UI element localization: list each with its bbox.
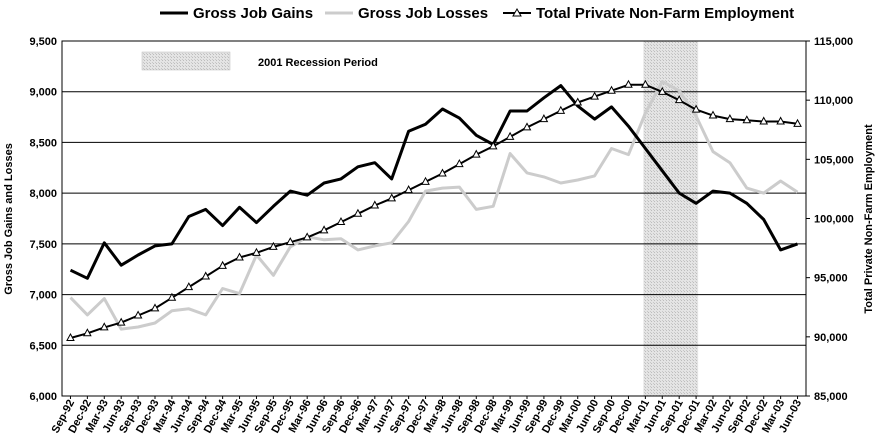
y-left-tick-label: 8,000	[29, 188, 57, 200]
y-left-tick-label: 6,000	[29, 391, 57, 403]
employment-point	[387, 193, 397, 202]
legend: Gross Job Gains Gross Job Losses Total P…	[160, 5, 794, 22]
employment-point	[421, 176, 430, 185]
employment-point	[235, 252, 244, 261]
employment-point	[742, 115, 752, 124]
employment-point	[708, 110, 718, 119]
employment-point	[83, 328, 92, 337]
employment-point	[353, 208, 363, 217]
employment-point	[674, 95, 684, 104]
series-line-gross-job-gains	[69, 84, 799, 280]
y-right-tick-label: 105,000	[814, 154, 854, 166]
employment-point	[319, 225, 329, 234]
employment-point	[641, 79, 650, 88]
employment-point	[488, 141, 498, 150]
employment-point	[438, 168, 447, 177]
legend-label-employment: Total Private Non-Farm Employment	[536, 5, 794, 22]
employment-point	[336, 216, 346, 226]
employment-point	[759, 116, 769, 125]
employment-point	[269, 241, 278, 250]
y-right-ticks: 85,000 90,000 95,000 100,000 105,000 110,000 1…	[806, 36, 854, 403]
y-right-tick-label: 95,000	[814, 273, 848, 285]
employment-point	[657, 86, 667, 95]
employment-point	[150, 303, 160, 312]
employment-point	[556, 105, 566, 114]
employment-point	[66, 332, 75, 342]
y-left-ticks: 6,000 6,500 7,000 7,500 8,000 8,500 9,000 9,500	[29, 36, 57, 403]
employment-point	[776, 116, 785, 125]
employment-point	[302, 232, 312, 241]
recession-band	[643, 41, 699, 396]
employment-point	[725, 114, 735, 123]
employment-point	[471, 149, 481, 158]
legend-label-losses: Gross Job Losses	[358, 5, 488, 22]
employment-point	[522, 122, 532, 131]
employment-point	[116, 317, 126, 326]
series-line-gross-job-losses	[69, 80, 799, 331]
employment-point	[285, 237, 295, 246]
y-right-tick-label: 110,000	[814, 95, 853, 107]
y-right-tick-label: 100,000	[814, 214, 854, 226]
employment-point	[370, 200, 380, 209]
employment-point	[793, 118, 802, 127]
y-right-tick-label: 90,000	[814, 332, 848, 344]
y-left-axis-title: Gross Job Gains and Losses	[3, 143, 15, 295]
employment-point	[455, 159, 464, 168]
employment-point	[99, 322, 109, 331]
y-left-tick-label: 9,000	[29, 87, 57, 99]
recession-band-layer	[643, 41, 699, 396]
employment-point	[404, 185, 413, 194]
employment-point	[133, 310, 143, 319]
recession-legend-label: 2001 Recession Period	[258, 57, 378, 69]
y-left-tick-label: 8,500	[29, 137, 57, 149]
employment-point	[607, 85, 616, 94]
employment-point	[252, 247, 261, 256]
employment-point	[573, 97, 583, 106]
legend-label-gains: Gross Job Gains	[193, 5, 313, 22]
y-left-tick-label: 7,000	[29, 290, 57, 302]
employment-point	[201, 271, 211, 280]
series-layer	[66, 79, 802, 342]
employment-point	[691, 104, 701, 113]
employment-point	[539, 114, 549, 123]
y-left-tick-label: 9,500	[29, 36, 57, 48]
employment-point	[167, 292, 177, 301]
employment-point	[505, 131, 515, 140]
employment-point	[624, 79, 633, 88]
recession-legend-swatch	[141, 51, 231, 71]
y-left-tick-label: 7,500	[29, 239, 57, 251]
employment-point	[184, 282, 194, 291]
y-right-tick-label: 115,000	[814, 36, 853, 48]
y-right-tick-label: 85,000	[814, 391, 848, 403]
employment-point	[218, 260, 227, 269]
employment-point	[590, 91, 599, 100]
x-ticks: Sep-92Dec-92Mar-93Jun-93Sep-93Dec-93Mar-…	[50, 396, 804, 435]
y-right-axis-title: Total Private Non-Farm Employment	[863, 124, 875, 314]
y-left-tick-label: 6,500	[29, 340, 57, 352]
legend-marker-employment	[512, 7, 522, 17]
series-line-total-private-non-farm-employment	[70, 83, 798, 339]
